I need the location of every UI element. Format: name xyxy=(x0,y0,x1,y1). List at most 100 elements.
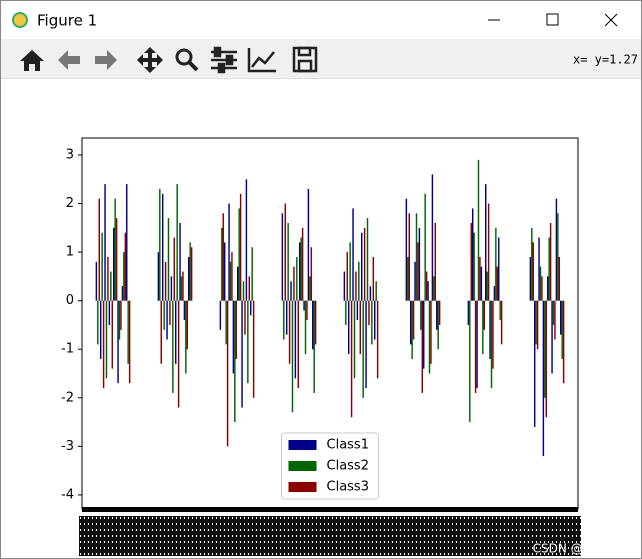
bar xyxy=(361,232,363,301)
bar xyxy=(313,300,315,393)
bar xyxy=(409,300,412,345)
bar xyxy=(352,208,354,301)
pan-button[interactable] xyxy=(137,47,163,73)
forward-button[interactable] xyxy=(95,50,117,70)
bar xyxy=(245,179,248,301)
bar xyxy=(418,227,421,301)
bar xyxy=(495,227,497,301)
bar xyxy=(175,300,177,364)
status-text: x= y=1.27 xyxy=(573,53,638,67)
bar xyxy=(166,300,168,340)
bar xyxy=(114,198,116,301)
legend-swatch xyxy=(288,461,317,471)
bar xyxy=(350,300,353,418)
bar xyxy=(545,300,547,418)
back-button[interactable] xyxy=(58,50,80,70)
bar xyxy=(98,198,100,301)
y-tick-label: -1 xyxy=(61,342,74,357)
maximize-button[interactable] xyxy=(546,13,559,26)
bar xyxy=(423,300,425,369)
bar xyxy=(241,300,243,408)
bar xyxy=(376,300,379,379)
x-tick-mass xyxy=(82,507,578,512)
y-tick-label: 0 xyxy=(66,293,74,308)
bar xyxy=(170,276,173,301)
bar xyxy=(412,300,415,340)
bar xyxy=(561,300,563,359)
bar xyxy=(555,198,558,301)
bar xyxy=(427,281,429,301)
title-bar: Figure 1 xyxy=(1,1,641,39)
bar xyxy=(113,227,115,301)
bar xyxy=(349,242,351,301)
bar xyxy=(179,222,181,301)
bar xyxy=(190,247,193,301)
bar xyxy=(239,193,242,301)
bar xyxy=(235,300,237,359)
bar xyxy=(189,242,191,301)
bar xyxy=(473,232,475,301)
bar xyxy=(353,300,356,379)
bar xyxy=(225,300,227,345)
bar xyxy=(294,300,297,379)
bar xyxy=(437,300,439,350)
bar xyxy=(477,159,480,301)
toolbar-graphics: x= y=1.27 xyxy=(20,46,638,74)
bar xyxy=(356,300,359,321)
title-bar-graphics: Figure 1 xyxy=(12,12,618,30)
bar xyxy=(489,300,491,359)
watermark: CSDN @ASS-ASH xyxy=(533,542,635,556)
bar xyxy=(126,184,128,301)
bar xyxy=(420,300,422,330)
bar xyxy=(287,222,289,301)
bar xyxy=(281,213,284,301)
bar xyxy=(244,300,246,335)
bar xyxy=(405,198,408,301)
bar xyxy=(283,300,285,340)
legend-label: Class1 xyxy=(327,438,369,453)
bar xyxy=(121,286,124,301)
bar xyxy=(558,256,561,301)
bar xyxy=(438,300,441,325)
bar xyxy=(307,188,310,301)
configure-button[interactable] xyxy=(211,46,237,74)
bar xyxy=(486,271,488,301)
home-button[interactable] xyxy=(20,50,44,71)
legend-swatch xyxy=(288,482,317,492)
bar xyxy=(560,300,562,335)
bar xyxy=(347,300,350,355)
bar xyxy=(470,222,472,301)
save-button[interactable] xyxy=(292,46,318,73)
bar xyxy=(362,300,364,398)
bar xyxy=(231,252,233,301)
bar xyxy=(120,300,122,330)
bar xyxy=(183,300,186,321)
bar xyxy=(127,300,129,364)
edit-axis-button[interactable] xyxy=(247,48,276,73)
bar xyxy=(186,300,189,350)
bar xyxy=(234,300,236,423)
close-button[interactable] xyxy=(604,13,618,27)
bar xyxy=(479,256,481,301)
bar xyxy=(248,276,251,301)
legend-label: Class2 xyxy=(327,459,369,474)
bar xyxy=(425,271,428,301)
bar xyxy=(124,232,127,301)
bar xyxy=(306,300,308,321)
bar xyxy=(547,276,549,301)
bar xyxy=(105,300,108,379)
zoom-button[interactable] xyxy=(175,48,199,72)
bar xyxy=(118,300,121,340)
bar xyxy=(110,271,112,301)
x-tick-labels-overlap xyxy=(79,516,581,556)
bar xyxy=(101,232,103,301)
bar xyxy=(355,271,357,301)
bar xyxy=(284,203,286,301)
bar xyxy=(471,208,474,301)
bar xyxy=(557,213,559,301)
bar xyxy=(222,213,224,301)
bar xyxy=(221,227,223,301)
bar xyxy=(228,203,230,301)
bar xyxy=(369,286,372,301)
bar xyxy=(541,276,543,301)
